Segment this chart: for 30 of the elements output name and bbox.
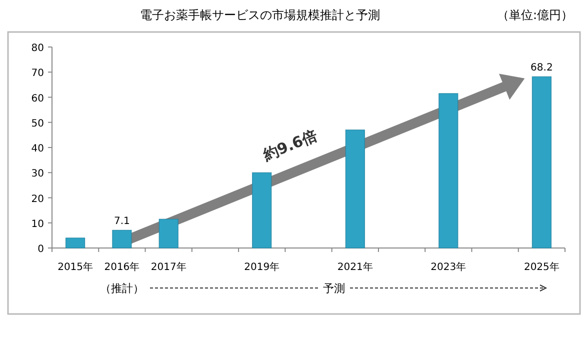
bar	[252, 172, 272, 248]
y-tick-label: 50	[31, 118, 44, 130]
x-tick-label: 2015年	[58, 261, 94, 273]
text: 予測	[323, 282, 345, 295]
bar	[158, 218, 178, 248]
x-tick-label: 2016年	[104, 261, 140, 273]
data-label: 7.1	[114, 216, 130, 228]
annotation: 約9.6倍	[260, 126, 320, 165]
y-tick-label: 40	[31, 144, 44, 154]
x-tick-label: 2019年	[244, 261, 280, 273]
x-tick-label: 2023年	[430, 261, 466, 273]
y-tick-label: 70	[31, 68, 44, 80]
y-tick-label: 80	[31, 43, 44, 54]
y-tick-label: 10	[31, 218, 44, 230]
y-tick-label: 20	[31, 194, 44, 205]
bar	[438, 93, 458, 248]
x-tick-label: 2025年	[524, 261, 560, 273]
chart-title: 電子お薬手帳サービスの市場規模推計と予測	[140, 8, 380, 22]
x-tick-label: 2017年	[150, 261, 186, 273]
bar	[345, 130, 365, 248]
bar	[532, 76, 552, 248]
y-tick-label: 0	[38, 244, 44, 255]
bar	[112, 230, 132, 248]
x-tick-label: 2021年	[337, 261, 373, 273]
y-tick-label: 60	[31, 93, 44, 104]
text: （単位:億円）	[496, 8, 574, 22]
y-tick-label: 30	[31, 168, 44, 180]
data-label: 68.2	[530, 62, 553, 74]
text: （推計）	[100, 282, 144, 295]
bar	[66, 238, 86, 248]
